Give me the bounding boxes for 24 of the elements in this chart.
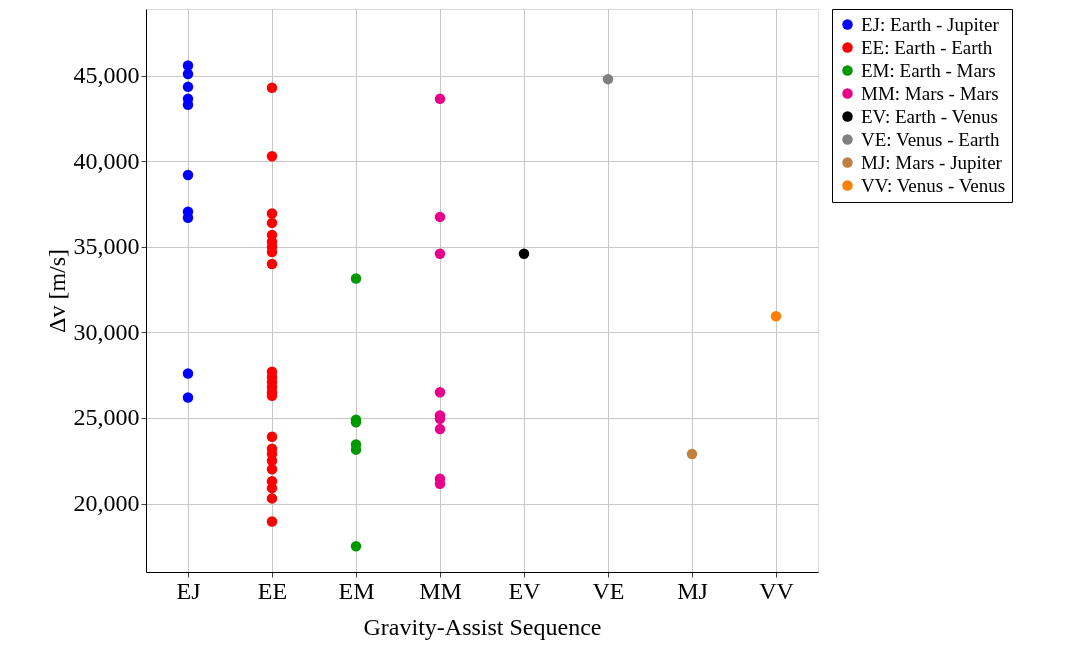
y-tick-label: 40,000 <box>73 147 140 174</box>
x-axis-title: Gravity-Assist Sequence <box>363 613 602 640</box>
legend-label: EE: Earth - Earth <box>861 36 993 58</box>
x-tick-label: EV <box>508 577 542 604</box>
y-tick-label: 45,000 <box>73 62 140 89</box>
x-tick-label: MJ <box>677 577 708 604</box>
x-tick-label: EJ <box>176 577 201 604</box>
legend-label: EM: Earth - Mars <box>861 59 996 81</box>
y-tick-label: 35,000 <box>73 233 140 260</box>
x-tick-label: EM <box>338 577 375 604</box>
legend-label: MM: Mars - Mars <box>861 82 999 104</box>
y-tick-label: 30,000 <box>73 318 140 345</box>
x-tick-label: VE <box>592 577 625 604</box>
legend-label: EV: Earth - Venus <box>861 105 999 127</box>
legend-label: VV: Venus - Venus <box>861 174 1006 196</box>
legend-label: VE: Venus - Earth <box>861 128 1000 150</box>
legend-label: MJ: Mars - Jupiter <box>861 151 1003 173</box>
y-axis-title: Δv [m/s] <box>43 248 70 334</box>
x-tick-label: VV <box>759 577 795 604</box>
x-tick-label: EE <box>257 577 288 604</box>
y-tick-label: 20,000 <box>73 490 140 517</box>
legend-label: EJ: Earth - Jupiter <box>861 13 1000 35</box>
x-tick-label: MM <box>419 577 462 604</box>
y-tick-label: 25,000 <box>73 404 140 431</box>
